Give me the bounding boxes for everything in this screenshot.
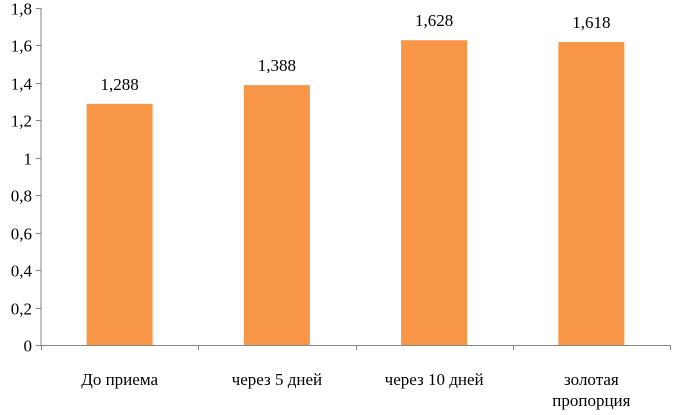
- x-tick-label: золотая: [564, 370, 619, 389]
- x-tick-label: через 10 дней: [385, 370, 484, 389]
- y-tick-label: 1,6: [11, 37, 32, 56]
- data-label: 1,618: [572, 13, 610, 32]
- x-tick-label: через 5 дней: [232, 370, 322, 389]
- bar: [243, 85, 310, 345]
- y-tick-label: 0,6: [11, 225, 32, 244]
- y-tick-label: 1,4: [11, 75, 33, 94]
- data-label: 1,388: [258, 56, 296, 75]
- y-tick-label: 1: [24, 150, 33, 169]
- data-label: 1,628: [415, 11, 453, 30]
- x-tick-label: До приема: [81, 370, 158, 389]
- bars: 1,288 1,388 1,628 1,618: [86, 11, 625, 346]
- data-label: 1,288: [101, 75, 139, 94]
- y-tick-label: 0,4: [11, 262, 33, 281]
- y-tick-label: 0,2: [11, 300, 32, 319]
- y-tick-label: 0: [24, 337, 33, 356]
- bar: [401, 40, 468, 346]
- y-tick-label: 1,2: [11, 112, 32, 131]
- bar: [86, 103, 153, 345]
- x-tick-label: пропорция: [552, 391, 630, 410]
- y-tick-label: 1,8: [11, 0, 32, 19]
- bar: [558, 42, 625, 346]
- x-axis: До приема через 5 дней через 10 дней золота…: [41, 345, 671, 410]
- y-axis: 0 0,2 0,4 0,6 0,8 1 1,2 1,4 1,6 1,8: [11, 0, 42, 356]
- y-tick-label: 0,8: [11, 187, 32, 206]
